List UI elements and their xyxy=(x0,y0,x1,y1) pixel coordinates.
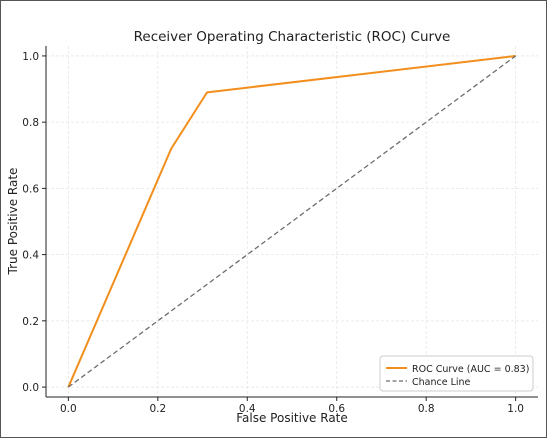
x-axis-label: False Positive Rate xyxy=(236,411,348,425)
legend-label-roc: ROC Curve (AUC = 0.83) xyxy=(412,364,529,375)
y-tick-label: 0.6 xyxy=(22,183,39,195)
y-axis-label: True Positive Rate xyxy=(6,168,20,276)
y-tick-label: 0.4 xyxy=(22,250,39,262)
x-ticks: 0.0 0.2 0.4 0.6 0.8 1.0 xyxy=(60,397,524,415)
x-tick-label: 0.0 xyxy=(60,403,77,415)
plot-axes xyxy=(45,46,538,398)
x-tick-label: 0.8 xyxy=(418,403,435,415)
plot-background xyxy=(46,46,538,397)
y-tick-label: 1.0 xyxy=(22,51,39,63)
legend: ROC Curve (AUC = 0.83) Chance Line xyxy=(379,355,534,392)
y-tick-label: 0.8 xyxy=(22,117,39,129)
legend-box xyxy=(379,355,534,392)
x-tick-label: 0.6 xyxy=(328,403,345,415)
chance-line xyxy=(67,55,517,388)
y-ticks: 0.0 0.2 0.4 0.6 0.8 1.0 xyxy=(22,51,46,394)
legend-label-chance: Chance Line xyxy=(412,377,471,388)
roc-curve-line xyxy=(67,54,516,388)
x-tick-label: 0.2 xyxy=(149,403,166,415)
y-tick-label: 0.2 xyxy=(22,316,39,328)
y-tick-label: 0.0 xyxy=(22,382,39,394)
series-lines xyxy=(67,54,517,388)
grid-lines xyxy=(46,46,538,397)
x-tick-label: 1.0 xyxy=(507,403,524,415)
chart-title: Receiver Operating Characteristic (ROC) … xyxy=(134,29,451,45)
x-tick-label: 0.4 xyxy=(239,403,256,415)
